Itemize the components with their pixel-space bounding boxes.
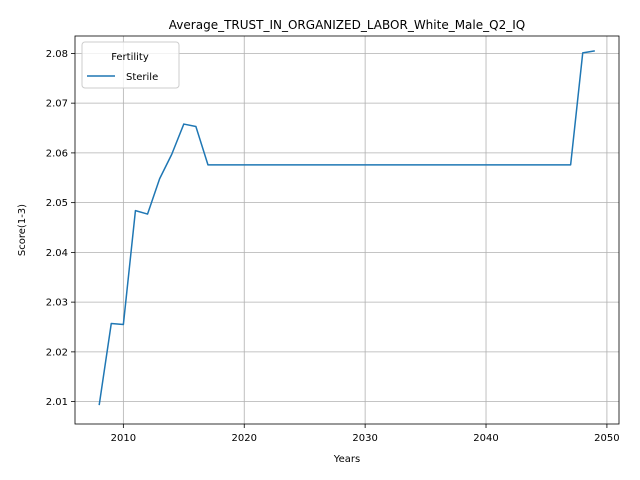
y-tick-label: 2.07 — [46, 99, 68, 110]
x-tick-label: 2020 — [232, 433, 257, 444]
x-tick-label: 2050 — [594, 433, 619, 444]
chart-title: Average_TRUST_IN_ORGANIZED_LABOR_White_M… — [169, 18, 525, 32]
y-tick-label: 2.05 — [46, 198, 68, 209]
x-axis-label: Years — [333, 454, 360, 465]
y-tick-label: 2.08 — [46, 49, 68, 60]
axis-ticks: 2010 2020 2030 2040 2050 2.01 2.02 2.03 2.04 2.05… — [46, 49, 620, 444]
y-tick-label: 2.06 — [46, 148, 68, 159]
series-line-sterile — [98, 50, 595, 406]
x-tick-label: 2010 — [111, 433, 136, 444]
y-tick-label: 2.02 — [46, 347, 68, 358]
legend-label-sterile: Sterile — [126, 72, 158, 83]
y-tick-label: 2.01 — [46, 397, 68, 408]
y-axis-label: Score(1-3) — [17, 204, 28, 256]
legend-title: Fertility — [111, 52, 149, 63]
y-tick-label: 2.03 — [46, 298, 68, 309]
plot-frame — [74, 35, 620, 425]
series-layer — [98, 50, 595, 406]
grid-lines — [75, 36, 619, 424]
x-tick-label: 2030 — [352, 433, 377, 444]
legend: Fertility Sterile — [81, 41, 180, 89]
x-tick-label: 2040 — [473, 433, 498, 444]
y-tick-label: 2.04 — [46, 248, 68, 259]
